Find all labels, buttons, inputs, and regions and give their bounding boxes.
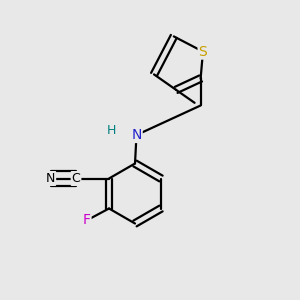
Text: S: S: [199, 45, 207, 58]
Text: C: C: [72, 172, 80, 185]
Text: F: F: [82, 214, 91, 227]
Text: N: N: [131, 128, 142, 142]
Text: H: H: [107, 124, 117, 137]
Text: N: N: [46, 172, 55, 185]
